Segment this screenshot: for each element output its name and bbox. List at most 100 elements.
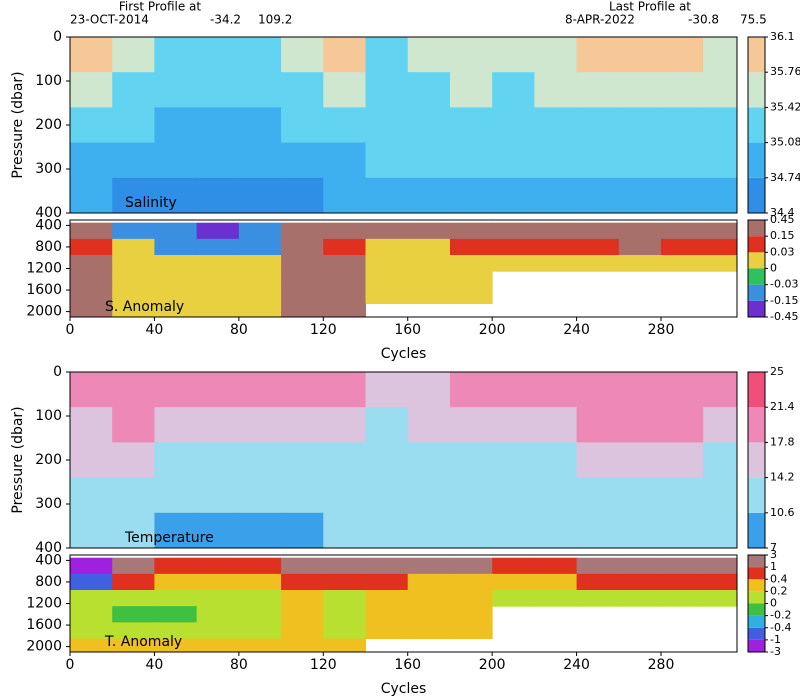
cell	[449, 407, 493, 443]
cell	[661, 557, 704, 575]
cell	[365, 477, 409, 514]
colorbar-label: 0.15	[770, 229, 795, 242]
cell	[449, 177, 493, 213]
cell	[112, 557, 155, 575]
cell	[112, 590, 155, 607]
cell	[703, 590, 737, 607]
cell	[70, 238, 113, 256]
cell	[196, 37, 240, 73]
cell	[112, 287, 155, 305]
colorbar-band	[748, 107, 765, 143]
cell	[365, 255, 409, 272]
cell	[196, 303, 240, 317]
cell	[112, 606, 155, 623]
cell	[323, 442, 367, 479]
cell	[154, 177, 198, 213]
cell	[323, 407, 367, 443]
cell	[154, 107, 198, 144]
cell	[365, 606, 409, 623]
last-profile-title: Last Profile at	[609, 0, 691, 14]
cell	[492, 442, 535, 479]
cell	[154, 557, 198, 575]
cell	[407, 442, 451, 479]
cell	[281, 222, 324, 240]
cell	[196, 573, 240, 591]
cell	[112, 238, 155, 256]
colorbar-band	[748, 555, 765, 568]
cell	[112, 222, 155, 240]
cell	[365, 512, 409, 548]
cell	[407, 177, 451, 213]
cell	[112, 72, 155, 108]
colorbar-band	[748, 477, 765, 513]
cell	[154, 512, 198, 548]
cell	[238, 477, 282, 514]
cell	[492, 590, 535, 607]
cell	[492, 573, 535, 591]
cell	[407, 407, 451, 443]
cell	[407, 222, 451, 240]
cell	[365, 222, 409, 240]
cell	[154, 606, 198, 623]
colorbar-label: -0.45	[770, 310, 798, 323]
colorbar-label: 1	[770, 560, 777, 573]
cell	[323, 606, 367, 623]
cell	[703, 372, 737, 408]
cell	[618, 372, 662, 408]
cell	[70, 372, 113, 408]
cell	[70, 72, 113, 108]
colorbar-band	[748, 442, 765, 478]
cell	[407, 37, 451, 73]
colorbar-label: 0.2	[770, 584, 788, 597]
first-profile-date: 23-OCT-2014	[70, 13, 149, 27]
cell	[281, 303, 324, 317]
cell	[365, 238, 409, 256]
cell	[70, 303, 113, 317]
cell	[70, 142, 113, 179]
colorbar-band	[748, 372, 765, 408]
colorbar-label: 34.4	[770, 206, 795, 219]
cell	[618, 477, 662, 514]
last-profile-lon: 75.5	[740, 13, 767, 27]
cell	[618, 557, 662, 575]
cell	[323, 142, 367, 179]
cell	[576, 557, 620, 575]
cell	[534, 142, 578, 179]
x-tick-label: 160	[394, 322, 421, 338]
cell	[238, 72, 282, 108]
cell	[534, 590, 578, 607]
cell	[281, 372, 324, 408]
cell	[703, 72, 737, 108]
colorbar-label: 21.4	[770, 400, 795, 413]
cell	[238, 590, 282, 607]
cell	[703, 512, 737, 548]
cell	[238, 606, 282, 623]
cell	[576, 442, 620, 479]
cell	[661, 407, 704, 443]
cell	[407, 573, 451, 591]
cell	[534, 573, 578, 591]
y-tick-label: 800	[35, 239, 62, 255]
cell	[534, 37, 578, 73]
cell	[576, 72, 620, 108]
panel-label: Temperature	[124, 530, 214, 546]
cell	[449, 142, 493, 179]
cell	[323, 255, 367, 272]
cell	[154, 142, 198, 179]
cell	[407, 372, 451, 408]
cell	[618, 573, 662, 591]
cell	[70, 638, 113, 652]
colorbar-frame	[747, 371, 766, 549]
cell	[154, 590, 198, 607]
last-profile-lat: -30.8	[688, 13, 719, 27]
y-tick-label: 0	[53, 29, 62, 45]
cell	[365, 107, 409, 144]
cell	[70, 287, 113, 305]
x-tick-label: 160	[394, 657, 421, 673]
y-tick-label: 0	[53, 364, 62, 380]
cell	[365, 590, 409, 607]
cell	[534, 512, 578, 548]
cell	[196, 638, 240, 652]
cell	[196, 512, 240, 548]
cell	[154, 638, 198, 652]
